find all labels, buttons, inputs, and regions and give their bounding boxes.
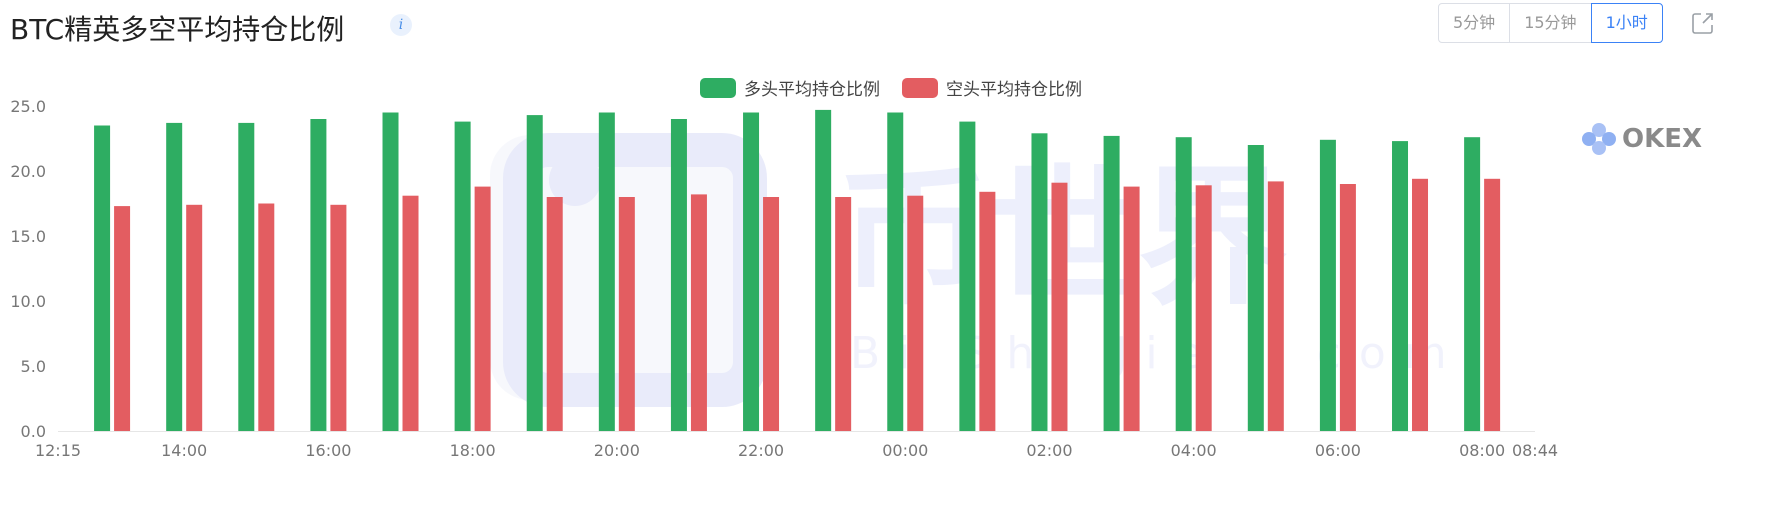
watermark-brand-en: Bi Shi Jie . com — [850, 328, 1465, 379]
bar-short — [1412, 178, 1429, 431]
bar-short — [1484, 178, 1501, 431]
bar-long — [238, 122, 255, 432]
bar-short — [330, 204, 347, 431]
okex-logo: OKEX — [1580, 122, 1702, 156]
y-tick-label: 0.0 — [21, 422, 46, 441]
interval-tabs: 5分钟 15分钟 1小时 — [1438, 3, 1663, 43]
tab-5min[interactable]: 5分钟 — [1438, 3, 1511, 43]
bar-short — [1051, 182, 1068, 431]
chart-legend: 多头平均持仓比例 空头平均持仓比例 — [0, 75, 1782, 100]
y-tick-label: 25.0 — [10, 97, 46, 116]
x-tick-label: 06:00 — [1315, 441, 1361, 460]
bar-short — [763, 197, 780, 431]
bar-long — [1319, 139, 1336, 432]
legend-swatch-long — [700, 77, 736, 98]
legend-item-long[interactable]: 多头平均持仓比例 — [700, 75, 880, 100]
bar-long — [526, 115, 543, 431]
x-tick-label: 14:00 — [161, 441, 207, 460]
bar-short — [186, 204, 203, 431]
info-icon[interactable]: i — [390, 14, 412, 36]
bar-long — [310, 119, 327, 431]
y-tick-label: 10.0 — [10, 292, 46, 311]
watermark-logo-dot — [549, 154, 601, 206]
tab-15min[interactable]: 15分钟 — [1510, 3, 1592, 43]
legend-label-short: 空头平均持仓比例 — [946, 80, 1082, 100]
bar-short — [402, 195, 419, 431]
y-tick-label: 20.0 — [10, 162, 46, 181]
watermark: 币世界 Bi Shi Jie . com — [490, 133, 1465, 407]
x-tick-label: 18:00 — [450, 441, 496, 460]
bar-long — [670, 119, 687, 431]
bar-short — [835, 197, 852, 431]
x-tick-label: 20:00 — [594, 441, 640, 460]
bar-long — [1464, 137, 1481, 431]
bar-long — [815, 109, 832, 432]
share-icon[interactable] — [1690, 10, 1716, 36]
x-tick-label: 02:00 — [1026, 441, 1072, 460]
bar-long — [454, 121, 471, 431]
bar-long — [887, 112, 904, 431]
bar-long — [1175, 137, 1192, 431]
bar-long — [1103, 135, 1120, 431]
x-tick-label: 12:15 — [35, 441, 81, 460]
bar-long — [1031, 133, 1048, 432]
x-tick-label: 16:00 — [305, 441, 351, 460]
bar-short — [546, 197, 563, 431]
x-tick-label: 08:00 — [1459, 441, 1505, 460]
bar-long — [743, 112, 760, 431]
bar-long — [382, 112, 399, 431]
bar-long — [1247, 145, 1264, 431]
okex-logo-icon — [1582, 123, 1616, 155]
bar-short — [474, 186, 491, 431]
x-tick-label: 00:00 — [882, 441, 928, 460]
bar-long — [598, 112, 615, 431]
bar-short — [258, 203, 275, 431]
bar-short — [907, 195, 924, 431]
x-tick-label: 22:00 — [738, 441, 784, 460]
bar-short — [979, 191, 996, 431]
bar-short — [1123, 186, 1140, 431]
x-tick-label: 04:00 — [1171, 441, 1217, 460]
bar-short — [690, 194, 707, 431]
bar-long — [1392, 141, 1409, 431]
x-tick-label: 08:44 — [1512, 441, 1558, 460]
y-tick-label: 15.0 — [10, 227, 46, 246]
bar-long — [959, 121, 976, 431]
bar-short — [1195, 185, 1212, 431]
bar-short — [114, 206, 131, 431]
bar-short — [1339, 184, 1356, 431]
legend-label-long: 多头平均持仓比例 — [744, 80, 880, 100]
tab-1hour[interactable]: 1小时 — [1590, 3, 1663, 43]
y-tick-label: 5.0 — [21, 357, 46, 376]
page-title: BTC精英多空平均持仓比例 — [10, 13, 345, 46]
bar-short — [618, 197, 635, 431]
bar-long — [94, 125, 111, 431]
bar-short — [1267, 181, 1284, 431]
legend-swatch-short — [902, 77, 938, 98]
okex-logo-text: OKEX — [1622, 124, 1703, 154]
bar-long — [166, 122, 183, 432]
legend-item-short[interactable]: 空头平均持仓比例 — [902, 75, 1082, 100]
